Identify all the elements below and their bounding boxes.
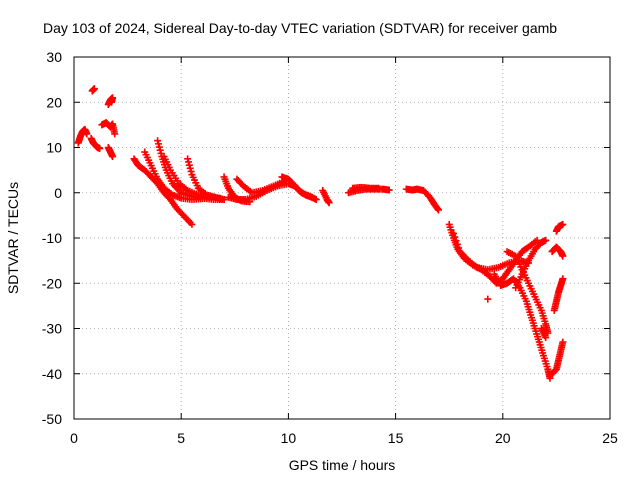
data-point	[111, 130, 119, 138]
data-point	[109, 153, 117, 161]
series-arc-19	[512, 236, 550, 292]
data-point	[154, 140, 162, 148]
data-point	[546, 374, 554, 382]
series-arc-20	[548, 338, 567, 378]
data-points	[74, 85, 567, 382]
data-point	[452, 237, 460, 245]
y-tick-label: -50	[42, 411, 62, 427]
y-tick-label: 10	[46, 140, 62, 156]
x-tick-label: 15	[388, 430, 404, 446]
data-point	[542, 236, 550, 244]
data-point	[187, 167, 195, 175]
series-arc-12	[349, 183, 382, 192]
data-point	[449, 229, 457, 237]
y-tick-label: 30	[46, 49, 62, 65]
y-tick-label: 20	[46, 94, 62, 110]
chart-title: Day 103 of 2024, Sidereal Day-to-day VTE…	[43, 20, 557, 36]
data-point	[90, 85, 98, 93]
series-arc-21	[548, 243, 567, 260]
data-point	[533, 236, 541, 244]
data-point	[308, 193, 316, 201]
series-early-arc-d	[104, 94, 117, 109]
data-point	[434, 206, 442, 214]
data-point	[374, 184, 382, 192]
series-early-arc-a	[74, 125, 91, 147]
series-early-arc-c	[88, 85, 98, 95]
data-point	[325, 199, 333, 207]
data-point	[484, 295, 492, 303]
data-point	[184, 155, 192, 163]
data-point	[542, 334, 550, 342]
data-point	[559, 252, 567, 260]
x-tick-label: 0	[70, 430, 78, 446]
data-point	[434, 205, 442, 213]
x-tick-label: 20	[495, 430, 511, 446]
series-arc-10	[319, 186, 333, 207]
y-axis-label: SDTVAR / TECUs	[5, 182, 21, 294]
y-tick-label: -30	[42, 321, 62, 337]
series-arc-24	[537, 325, 550, 342]
x-tick-label: 25	[602, 430, 618, 446]
data-point	[385, 186, 393, 194]
grid-lines	[74, 57, 610, 419]
data-point	[559, 220, 567, 228]
y-tick-label: -10	[42, 230, 62, 246]
y-tick-label: 0	[54, 185, 62, 201]
data-point	[156, 146, 164, 154]
y-tick-label: -40	[42, 366, 62, 382]
y-tick-label: -20	[42, 275, 62, 291]
series-arc-5	[184, 155, 228, 204]
data-point	[220, 196, 228, 204]
series-arc-18	[503, 248, 552, 337]
series-arc-13	[402, 185, 442, 214]
series-early-arc-e	[98, 119, 119, 138]
data-point	[155, 143, 163, 151]
data-point	[453, 240, 461, 248]
x-tick-label: 5	[177, 430, 185, 446]
data-point	[455, 244, 463, 252]
data-point	[96, 144, 104, 152]
series-arc-9	[278, 173, 316, 201]
y-tick-labels: -50 -40 -30 -20 -10 0 10 20 30	[42, 49, 62, 427]
series-early-arc-b	[87, 134, 104, 152]
series-arc-16	[484, 295, 492, 303]
data-point	[184, 158, 192, 166]
data-point	[559, 338, 567, 346]
x-axis-label: GPS time / hours	[289, 457, 396, 473]
series-arc-22	[552, 220, 567, 235]
data-point	[83, 130, 91, 138]
axis-ticks	[73, 56, 611, 420]
series-arc-23	[550, 275, 567, 314]
series-early-arc-f	[104, 144, 117, 161]
data-point	[312, 196, 320, 204]
data-point	[559, 275, 567, 283]
data-point	[186, 164, 194, 172]
data-point	[188, 220, 196, 228]
x-tick-labels: 0 5 10 15 20 25	[70, 430, 618, 446]
data-point	[154, 137, 162, 145]
data-point	[451, 233, 459, 241]
data-point	[108, 98, 116, 106]
x-tick-label: 10	[281, 430, 297, 446]
data-point	[185, 161, 193, 169]
